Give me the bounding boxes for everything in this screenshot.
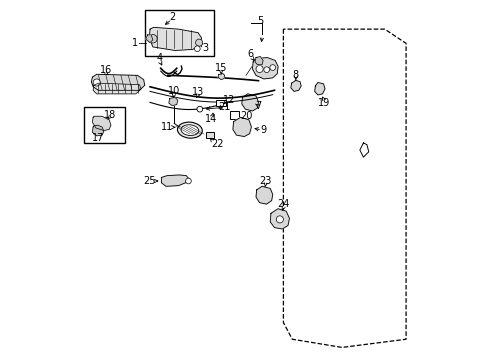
Circle shape <box>269 65 275 70</box>
Circle shape <box>148 35 157 43</box>
Polygon shape <box>168 97 178 106</box>
Polygon shape <box>218 74 224 80</box>
Text: 10: 10 <box>168 86 180 96</box>
Text: 20: 20 <box>240 111 253 121</box>
Text: 13: 13 <box>192 87 204 97</box>
Circle shape <box>93 79 100 86</box>
Circle shape <box>197 106 202 112</box>
Text: 11: 11 <box>161 122 173 132</box>
Text: 22: 22 <box>211 139 224 149</box>
Polygon shape <box>91 74 144 90</box>
Polygon shape <box>242 94 258 111</box>
Circle shape <box>195 39 202 46</box>
Circle shape <box>263 67 269 72</box>
Text: 24: 24 <box>277 200 289 210</box>
Circle shape <box>185 178 191 184</box>
Text: 8: 8 <box>292 70 298 80</box>
Text: 7: 7 <box>255 101 261 111</box>
Text: 2: 2 <box>168 12 175 22</box>
Circle shape <box>194 46 200 51</box>
Text: 5: 5 <box>256 16 262 26</box>
Ellipse shape <box>177 122 202 138</box>
Text: 19: 19 <box>318 98 330 108</box>
Bar <box>229 111 239 119</box>
Polygon shape <box>252 57 277 79</box>
Text: 25: 25 <box>143 176 155 186</box>
Text: 17: 17 <box>91 133 104 143</box>
Bar <box>215 100 226 106</box>
Circle shape <box>276 216 283 223</box>
Text: 6: 6 <box>247 49 253 59</box>
Text: 16: 16 <box>99 65 111 75</box>
Bar <box>206 132 213 137</box>
Text: 9: 9 <box>259 125 266 135</box>
Polygon shape <box>255 56 263 65</box>
Polygon shape <box>93 83 141 94</box>
Polygon shape <box>161 175 189 186</box>
Text: 3: 3 <box>202 42 208 52</box>
Polygon shape <box>232 117 251 136</box>
Polygon shape <box>314 82 324 95</box>
Ellipse shape <box>181 125 198 136</box>
Polygon shape <box>92 116 111 131</box>
Polygon shape <box>146 35 152 42</box>
Polygon shape <box>359 143 368 157</box>
Polygon shape <box>290 80 301 91</box>
Text: 21: 21 <box>218 102 230 112</box>
Polygon shape <box>270 209 289 229</box>
Text: 1: 1 <box>132 38 138 48</box>
Text: 12: 12 <box>223 95 235 105</box>
Text: 15: 15 <box>214 62 227 72</box>
Polygon shape <box>149 27 201 50</box>
Polygon shape <box>92 125 104 136</box>
Text: 14: 14 <box>205 114 217 124</box>
Text: 4: 4 <box>156 53 162 63</box>
Polygon shape <box>256 186 272 204</box>
Bar <box>144 10 213 56</box>
Text: 18: 18 <box>104 110 116 120</box>
Bar <box>84 107 125 143</box>
Text: 23: 23 <box>259 176 271 186</box>
Circle shape <box>256 65 263 72</box>
